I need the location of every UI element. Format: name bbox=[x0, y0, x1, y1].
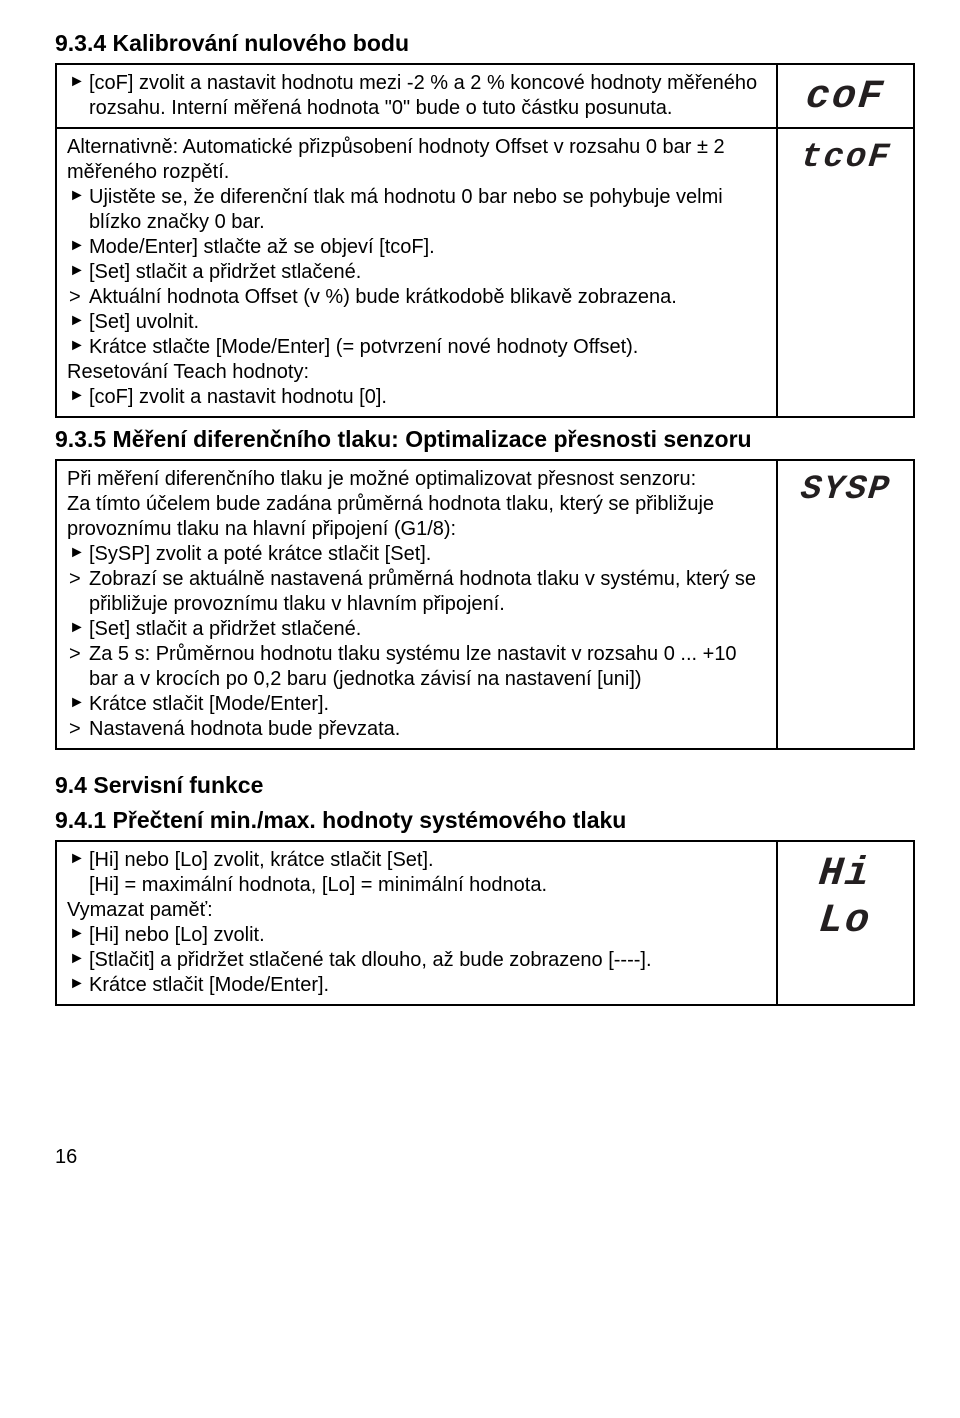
gt-icon: > bbox=[67, 285, 89, 310]
gt-icon: > bbox=[67, 567, 89, 592]
triangle-icon: ► bbox=[67, 924, 89, 944]
line: Resetování Teach hodnoty: bbox=[67, 360, 766, 385]
triangle-icon: ► bbox=[67, 949, 89, 969]
text: [Hi] nebo [Lo] zvolit, krátce stlačit [S… bbox=[89, 848, 766, 873]
text: [Set] stlačit a přidržet stlačené. bbox=[89, 260, 766, 285]
segment-display-lo: Lo bbox=[817, 899, 874, 944]
triangle-icon: ► bbox=[67, 236, 89, 256]
line: > Aktuální hodnota Offset (v %) bude krá… bbox=[67, 285, 766, 310]
box-941-left: ► [Hi] nebo [Lo] zvolit, krátce stlačit … bbox=[57, 842, 778, 1004]
line: Alternativně: Automatické přizpůsobení h… bbox=[67, 135, 766, 185]
text: Při měření diferenčního tlaku je možné o… bbox=[67, 467, 766, 492]
text: Za 5 s: Průměrnou hodnotu tlaku systému … bbox=[89, 642, 766, 692]
page-number: 16 bbox=[55, 1146, 915, 1169]
line: ► [Hi] nebo [Lo] zvolit, krátce stlačit … bbox=[67, 848, 766, 873]
line: ► Krátce stlačit [Mode/Enter]. bbox=[67, 973, 766, 998]
box-935: Při měření diferenčního tlaku je možné o… bbox=[55, 459, 915, 750]
line: ► Krátce stlačit [Mode/Enter]. bbox=[67, 692, 766, 717]
line: ► [Hi] nebo [Lo] zvolit. bbox=[67, 923, 766, 948]
box-934-2: Alternativně: Automatické přizpůsobení h… bbox=[55, 129, 915, 418]
text: Zobrazí se aktuálně nastavená průměrná h… bbox=[89, 567, 766, 617]
triangle-icon: ► bbox=[67, 543, 89, 563]
box-941-right: Hi Lo bbox=[778, 842, 913, 1004]
text: Alternativně: Automatické přizpůsobení h… bbox=[67, 135, 766, 185]
text: [Set] uvolnit. bbox=[89, 310, 766, 335]
text: Vymazat paměť: bbox=[67, 898, 766, 923]
line: ► [coF] zvolit a nastavit hodnotu mezi -… bbox=[67, 71, 766, 121]
line: ► Krátce stlačte [Mode/Enter] (= potvrze… bbox=[67, 335, 766, 360]
text: [coF] zvolit a nastavit hodnotu mezi -2 … bbox=[89, 71, 766, 121]
line: ► [Set] uvolnit. bbox=[67, 310, 766, 335]
line: > Za 5 s: Průměrnou hodnotu tlaku systém… bbox=[67, 642, 766, 692]
segment-display-cof: coF bbox=[804, 75, 887, 120]
line: Za tímto účelem bude zadána průměrná hod… bbox=[67, 492, 766, 542]
triangle-icon: ► bbox=[67, 336, 89, 356]
line: ► [Set] stlačit a přidržet stlačené. bbox=[67, 260, 766, 285]
line: ► [SySP] zvolit a poté krátce stlačit [S… bbox=[67, 542, 766, 567]
line: > Nastavená hodnota bude převzata. bbox=[67, 717, 766, 742]
text: [Stlačit] a přidržet stlačené tak dlouho… bbox=[89, 948, 766, 973]
box-934-1-left: ► [coF] zvolit a nastavit hodnotu mezi -… bbox=[57, 65, 778, 127]
gt-icon: > bbox=[67, 717, 89, 742]
line: ► [Stlačit] a přidržet stlačené tak dlou… bbox=[67, 948, 766, 973]
triangle-icon: ► bbox=[67, 311, 89, 331]
triangle-icon: ► bbox=[67, 261, 89, 281]
text: Ujistěte se, že diferenční tlak má hodno… bbox=[89, 185, 766, 235]
gt-icon: > bbox=[67, 642, 89, 667]
triangle-icon: ► bbox=[67, 386, 89, 406]
text: Za tímto účelem bude zadána průměrná hod… bbox=[67, 492, 766, 542]
text: [Hi] = maximální hodnota, [Lo] = minimál… bbox=[89, 873, 766, 898]
text: Nastavená hodnota bude převzata. bbox=[89, 717, 766, 742]
line: ► [coF] zvolit a nastavit hodnotu [0]. bbox=[67, 385, 766, 410]
box-935-right: SYSP bbox=[778, 461, 913, 748]
triangle-icon: ► bbox=[67, 186, 89, 206]
heading-934: 9.3.4 Kalibrování nulového bodu bbox=[55, 30, 915, 57]
line: Při měření diferenčního tlaku je možné o… bbox=[67, 467, 766, 492]
text: [SySP] zvolit a poté krátce stlačit [Set… bbox=[89, 542, 766, 567]
triangle-icon: ► bbox=[67, 72, 89, 92]
line: ► [Set] stlačit a přidržet stlačené. bbox=[67, 617, 766, 642]
text: Krátce stlačit [Mode/Enter]. bbox=[89, 973, 766, 998]
text: Aktuální hodnota Offset (v %) bude krátk… bbox=[89, 285, 766, 310]
box-934-1: ► [coF] zvolit a nastavit hodnotu mezi -… bbox=[55, 63, 915, 129]
line: > Zobrazí se aktuálně nastavená průměrná… bbox=[67, 567, 766, 617]
segment-display-sysp: SYSP bbox=[799, 471, 893, 509]
line: ► Ujistěte se, že diferenční tlak má hod… bbox=[67, 185, 766, 235]
text: Krátce stlačte [Mode/Enter] (= potvrzení… bbox=[89, 335, 766, 360]
heading-941: 9.4.1 Přečtení min./max. hodnoty systémo… bbox=[55, 807, 915, 834]
line: Vymazat paměť: bbox=[67, 898, 766, 923]
text: Mode/Enter] stlačte až se objeví [tcoF]. bbox=[89, 235, 766, 260]
line: ► Mode/Enter] stlačte až se objeví [tcoF… bbox=[67, 235, 766, 260]
text: [Hi] nebo [Lo] zvolit. bbox=[89, 923, 766, 948]
triangle-icon: ► bbox=[67, 849, 89, 869]
box-941: ► [Hi] nebo [Lo] zvolit, krátce stlačit … bbox=[55, 840, 915, 1006]
line: [Hi] = maximální hodnota, [Lo] = minimál… bbox=[67, 873, 766, 898]
text: [Set] stlačit a přidržet stlačené. bbox=[89, 617, 766, 642]
box-934-2-right: tcoF bbox=[778, 129, 913, 416]
text: [coF] zvolit a nastavit hodnotu [0]. bbox=[89, 385, 766, 410]
heading-935: 9.3.5 Měření diferenčního tlaku: Optimal… bbox=[55, 426, 915, 453]
box-934-1-right: coF bbox=[778, 65, 913, 127]
heading-94: 9.4 Servisní funkce bbox=[55, 772, 915, 799]
segment-display-tcof: tcoF bbox=[799, 139, 893, 177]
triangle-icon: ► bbox=[67, 974, 89, 994]
triangle-icon: ► bbox=[67, 618, 89, 638]
triangle-icon: ► bbox=[67, 693, 89, 713]
text: Resetování Teach hodnoty: bbox=[67, 360, 766, 385]
segment-display-hi: Hi bbox=[817, 852, 874, 897]
box-934-2-left: Alternativně: Automatické přizpůsobení h… bbox=[57, 129, 778, 416]
text: Krátce stlačit [Mode/Enter]. bbox=[89, 692, 766, 717]
box-935-left: Při měření diferenčního tlaku je možné o… bbox=[57, 461, 778, 748]
